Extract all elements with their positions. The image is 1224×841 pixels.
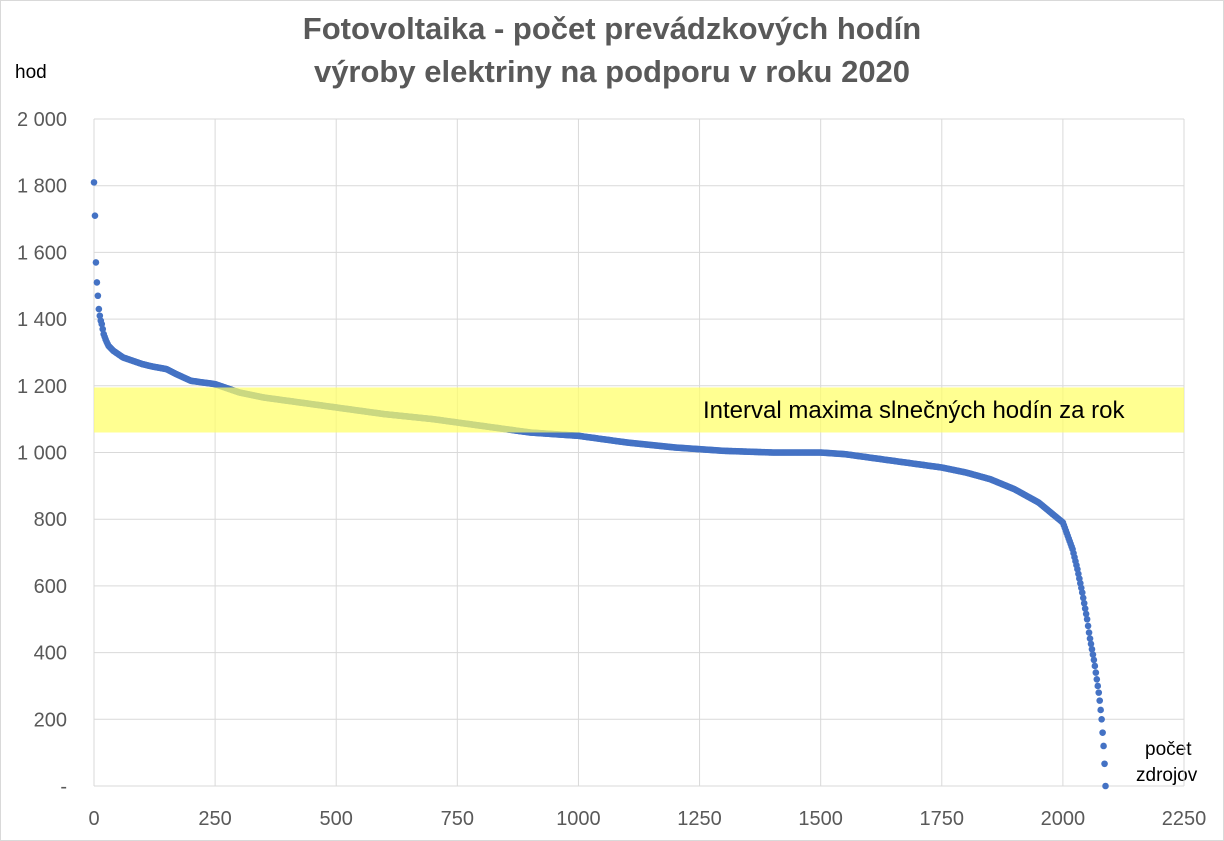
y-tick-label: 1 800 [17,176,67,198]
data-point [99,325,107,333]
data-point [94,292,102,300]
x-tick-label: 250 [198,808,231,830]
data-point [1082,610,1090,618]
y-tick-label: 1 000 [17,443,67,465]
y-tick-label: - [60,776,67,798]
x-tick-label: 0 [88,808,99,830]
data-point [91,212,99,220]
data-point [1090,656,1098,664]
data-point [1101,760,1108,768]
data-points [90,179,1109,790]
x-tick-label: 2250 [1162,808,1207,830]
y-tick-label: 1 600 [17,242,67,264]
data-point [1091,662,1099,670]
data-point [96,312,104,320]
data-point [1084,622,1092,630]
highlight-band [94,387,1184,433]
data-point [93,279,101,286]
data-point [92,259,100,266]
data-point [1080,599,1088,607]
data-point [1095,689,1103,696]
chart-title-line-1: Fotovoltaika - počet prevádzkových hodín [302,11,922,46]
y-tick-label: 1 200 [17,376,67,398]
data-point [1102,782,1109,790]
y-tick-label: 2 000 [17,109,67,131]
data-point [1078,589,1086,596]
y-tick-label: 800 [34,509,67,531]
x-axis-unit-label-line-2: zdrojov [1136,765,1198,786]
data-point [1099,729,1106,736]
data-point [1089,651,1097,658]
tick-labels: - 200 400 600 800 1 000 1 200 1 400 1 600 1 800 2 … [17,109,1206,830]
data-point [95,305,103,313]
data-point [1098,716,1105,723]
data-point [1088,645,1096,653]
gridlines [93,118,1185,787]
x-tick-label: 500 [320,808,353,830]
data-point [1096,697,1104,704]
x-tick-label: 1000 [556,808,601,830]
data-point [1085,629,1093,636]
data-point [1100,742,1107,750]
band-annotation-label: Interval maxima slnečných hodín za rok [703,397,1125,424]
x-tick-label: 750 [441,808,474,830]
y-tick-label: 200 [34,709,67,731]
data-point [1086,635,1094,642]
data-point [98,320,106,328]
highlight-band-layer [94,387,1184,433]
y-tick-label: 600 [34,576,67,598]
chart-title-line-2: výroby elektriny na podporu v roku 2020 [313,54,911,89]
x-tick-label: 1500 [798,808,843,830]
x-tick-label: 1750 [920,808,965,830]
y-tick-label: 1 400 [17,309,67,331]
x-axis-unit-label-line-1: počet [1145,739,1192,760]
x-tick-label: 1250 [677,808,722,830]
data-point [1087,640,1095,648]
x-tick-label: 2000 [1041,808,1086,830]
data-point [1079,594,1087,602]
data-point [1094,682,1102,690]
y-tick-label: 400 [34,643,67,665]
data-point [1081,605,1089,612]
data-point [90,179,98,186]
data-point [1097,706,1104,714]
data-point [1092,669,1100,676]
data-point [1083,615,1091,623]
data-point [1093,675,1101,683]
y-axis-unit-label: hod [15,62,47,83]
